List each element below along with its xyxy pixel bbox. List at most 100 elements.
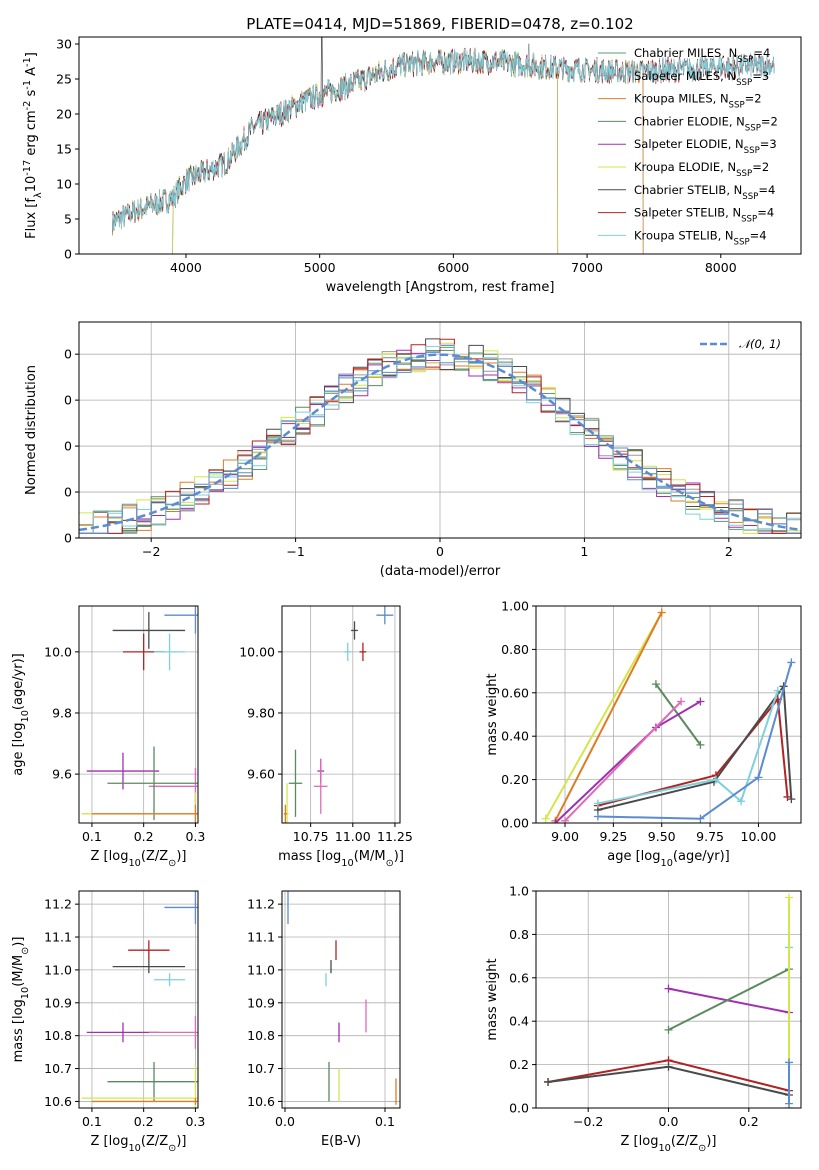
weight-marker: [664, 1062, 673, 1071]
x-axis-label: (data-model)/error: [380, 564, 501, 579]
x-tick-label: 9.75: [696, 829, 724, 844]
data-point: [112, 612, 186, 649]
y-tick-label: 10.6: [44, 1094, 72, 1109]
plot-area: [79, 338, 801, 534]
y-tick-label: 1.0: [509, 884, 529, 899]
x-axis-label: wavelength [Angstrom, rest frame]: [326, 280, 555, 295]
x-tick-label: 10.75: [293, 829, 329, 844]
y-tick-label: 0.00: [501, 816, 529, 831]
x-tick-label: 6000: [437, 260, 469, 275]
data-point: [154, 973, 186, 987]
y-tick-label: 0.2: [509, 1057, 529, 1072]
y-tick-label: 10.7: [247, 1061, 275, 1076]
y-tick-label: 9.80: [247, 705, 275, 720]
chart-title: PLATE=0414, MJD=51869, FIBERID=0478, z=0…: [246, 15, 633, 33]
y-tick-label: 1.00: [501, 599, 529, 614]
x-axis-label: mass [log10(M/M⊙)]: [278, 849, 404, 869]
data-point: [359, 642, 367, 662]
weight-marker: [561, 816, 570, 823]
y-tick-label: 0: [64, 439, 72, 454]
legend-label: Kroupa ELODIE, NSSP=2: [634, 160, 769, 179]
panel-2: −2 −1 0 1 2 0 0 0 0 0 (data-model)/error Normed dis…: [24, 321, 802, 579]
axes-frame: [78, 890, 199, 1109]
y-axis-label: age [log10(age/yr)]: [11, 653, 31, 776]
legend-label: Kroupa STELIB, NSSP=4: [634, 228, 767, 247]
y-tick-label: 0.0: [509, 1101, 529, 1116]
plot-area: [81, 891, 198, 1108]
y-tick-label: 0.6: [509, 970, 529, 985]
weight-marker: [773, 686, 782, 695]
histogram-step: [79, 351, 801, 534]
y-axis-label: Flux [fλ10-17 erg cm-2 s-1 A-1]: [22, 52, 44, 239]
x-tick-label: 7000: [571, 260, 603, 275]
weight-marker: [544, 1077, 553, 1086]
axes-frame: [78, 36, 802, 255]
panel-1: 4000 5000 6000 7000 8000 0 5 10 15 20 25 30 waveleng…: [22, 15, 802, 295]
legend-label: Chabrier MILES, NSSP=4: [634, 46, 770, 65]
weight-marker: [651, 680, 660, 689]
x-tick-label: 0.0: [275, 1114, 295, 1129]
spectrum-line: [112, 47, 644, 254]
y-tick-label: 11.0: [247, 962, 275, 977]
legend-label: Salpeter ELODIE, NSSP=3: [634, 137, 777, 156]
data-point: [91, 804, 198, 823]
weight-marker: [696, 740, 705, 749]
normal-curve: [79, 353, 799, 532]
axes-frame: [535, 605, 802, 824]
legend-label: Chabrier ELODIE, NSSP=2: [634, 114, 778, 133]
weight-line: [564, 700, 682, 822]
x-tick-label: 0.3: [185, 829, 205, 844]
y-tick-label: 0: [64, 485, 72, 500]
legend: Chabrier MILES, NSSP=4 Salpeter MILES, NS…: [598, 46, 778, 247]
y-tick-label: 11.1: [44, 930, 72, 945]
legend-label: Chabrier STELIB, NSSP=4: [634, 183, 775, 202]
weight-marker: [657, 608, 666, 617]
x-axis-label: Z [log10(Z/Z⊙)]: [91, 1134, 187, 1154]
y-tick-label: 0.40: [501, 729, 529, 744]
panel-5: 9.00 9.25 9.50 9.75 10.00 0.00 0.20 0.40 0.60 0.8…: [485, 599, 802, 869]
y-tick-label: 0: [64, 393, 72, 408]
plot-area: [287, 891, 397, 1105]
data-point: [107, 746, 198, 820]
weight-line: [544, 612, 663, 820]
weight-marker: [787, 795, 796, 804]
x-axis-label: age [log10(age/yr)]: [607, 849, 730, 869]
weight-marker: [754, 773, 763, 782]
x-tick-label: 9.00: [551, 829, 579, 844]
x-tick-label: 0.1: [375, 1114, 395, 1129]
x-tick-label: 2: [725, 544, 733, 559]
y-tick-label: 9.6: [52, 767, 72, 782]
y-tick-label: 10.9: [247, 995, 275, 1010]
y-axis-label: mass weight: [485, 673, 500, 755]
data-point: [376, 606, 394, 625]
plot-area: [112, 37, 775, 254]
x-tick-label: 1: [580, 544, 588, 559]
panel-8: −0.2 0.0 0.2 0.0 0.2 0.4 0.6 0.8 1.0 Z [log10(Z/Z…: [485, 884, 802, 1154]
data-point: [107, 1061, 198, 1102]
panel-7: 0.0 0.1 10.6 10.7 10.8 10.9 11.0 11.1 11.2 E(B-V): [247, 890, 401, 1149]
x-tick-label: 0: [436, 544, 444, 559]
x-tick-label: 9.25: [599, 829, 627, 844]
legend-label: Salpeter MILES, NSSP=3: [634, 69, 769, 88]
weight-marker: [677, 697, 686, 706]
y-tick-label: 10.8: [44, 1028, 72, 1043]
y-tick-label: 0.60: [501, 685, 529, 700]
data-point: [288, 749, 303, 817]
histogram-step: [79, 338, 801, 534]
y-tick-label: 9.60: [247, 767, 275, 782]
x-tick-label: −2: [142, 544, 160, 559]
weight-marker: [696, 697, 705, 706]
weight-marker: [541, 814, 550, 823]
weight-marker: [784, 893, 793, 902]
x-axis-label: E(B-V): [321, 1134, 361, 1149]
weight-marker: [593, 812, 602, 821]
spectrum-line: [112, 48, 775, 232]
x-axis-label: Z [log10(Z/Z⊙)]: [621, 1134, 717, 1154]
weight-line: [554, 612, 663, 822]
y-tick-label: 15: [56, 142, 72, 157]
weight-line: [597, 683, 793, 811]
data-point: [91, 1098, 198, 1105]
y-tick-label: 10: [56, 177, 72, 192]
plot-area: [544, 893, 793, 1108]
